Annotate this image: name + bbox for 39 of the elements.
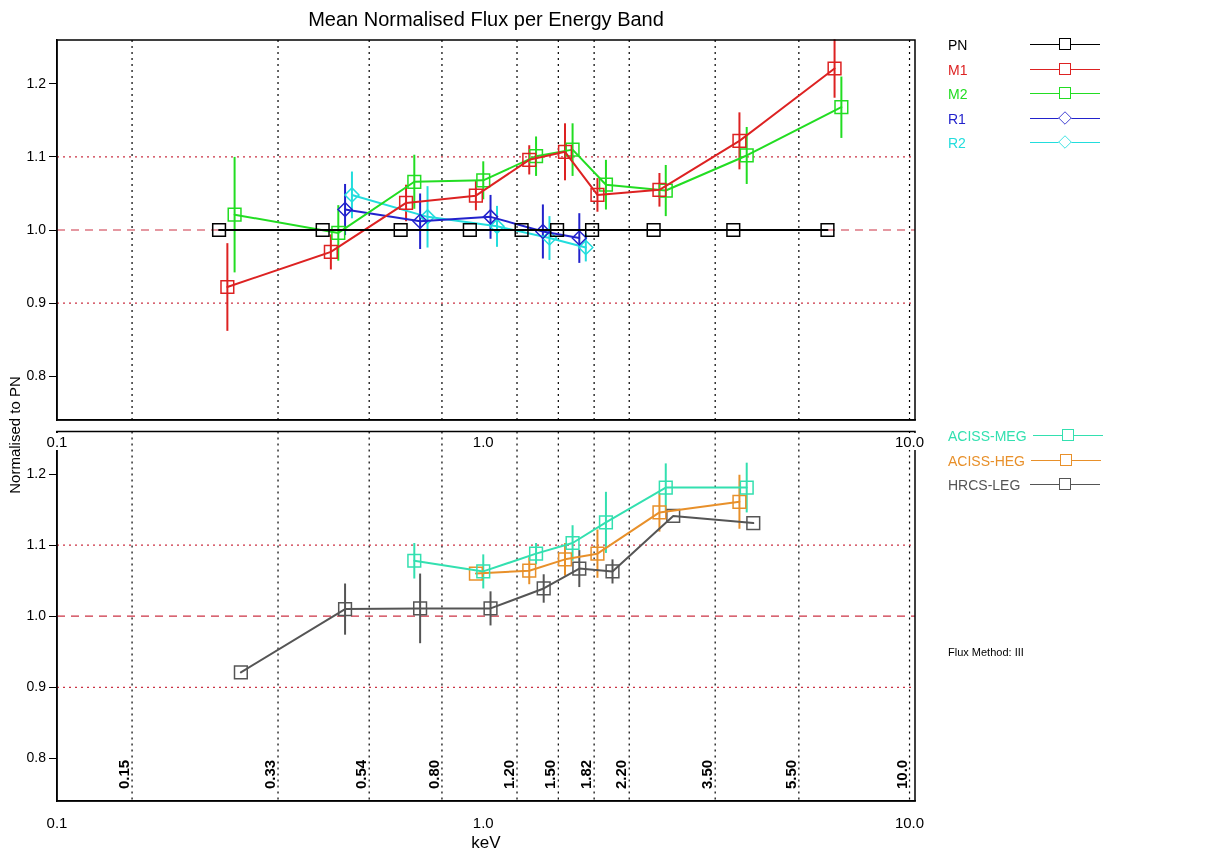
y-tick-label: 0.9 — [26, 678, 47, 695]
ref-line-label: 0.33 — [261, 759, 279, 789]
text: R1 — [948, 109, 966, 128]
y-axis-title: Normalised to PN — [5, 376, 23, 494]
y-tick-label: 1.1 — [26, 535, 47, 552]
y-tick-label: 0.8 — [26, 749, 47, 766]
ref-line-label: 0.15 — [115, 759, 133, 789]
x-tick-label: 0.1 — [46, 433, 68, 451]
ref-line-label: 0.54 — [352, 759, 370, 789]
ref-line-label: 3.50 — [698, 759, 716, 789]
y-tick-label: 1.2 — [26, 74, 47, 91]
y-tick-label: 1.2 — [26, 464, 47, 481]
x-tick-label: 10.0 — [894, 433, 925, 451]
y-tick-label: 1.0 — [26, 220, 47, 237]
y-tick-label: 0.8 — [26, 367, 47, 384]
text: R2 — [948, 134, 966, 152]
ref-line-label: 5.50 — [781, 759, 799, 789]
text: M1 — [948, 60, 968, 79]
text: Flux Method: III — [948, 646, 1024, 659]
x-axis-title: keV — [471, 833, 502, 853]
y-tick-label: 1.0 — [26, 607, 47, 624]
y-tick-label: 1.1 — [26, 147, 47, 164]
text: PN — [948, 36, 968, 54]
x-tick-label: 1.0 — [472, 433, 494, 451]
ref-line-label: 2.20 — [612, 759, 630, 789]
x-tick-label: 1.0 — [472, 814, 494, 832]
ref-line-label: 1.82 — [577, 759, 595, 789]
legend-label: HRCS-LEG — [948, 476, 1021, 495]
x-tick-label: 0.1 — [46, 814, 68, 832]
ref-line-label: 0.80 — [424, 759, 442, 789]
ref-line-label: 1.20 — [500, 759, 518, 789]
x-tick-label: 10.0 — [894, 814, 925, 832]
text: M2 — [948, 85, 968, 103]
ref-line-label: 1.50 — [541, 759, 559, 789]
legend-label: ACISS-HEG — [948, 451, 1026, 470]
chart-title: Mean Normalised Flux per Energy Band — [308, 7, 664, 30]
y-tick-label: 0.9 — [26, 293, 47, 310]
legend-label: ACISS-MEG — [948, 427, 1027, 446]
ref-line-label: 10.0 — [892, 759, 910, 789]
